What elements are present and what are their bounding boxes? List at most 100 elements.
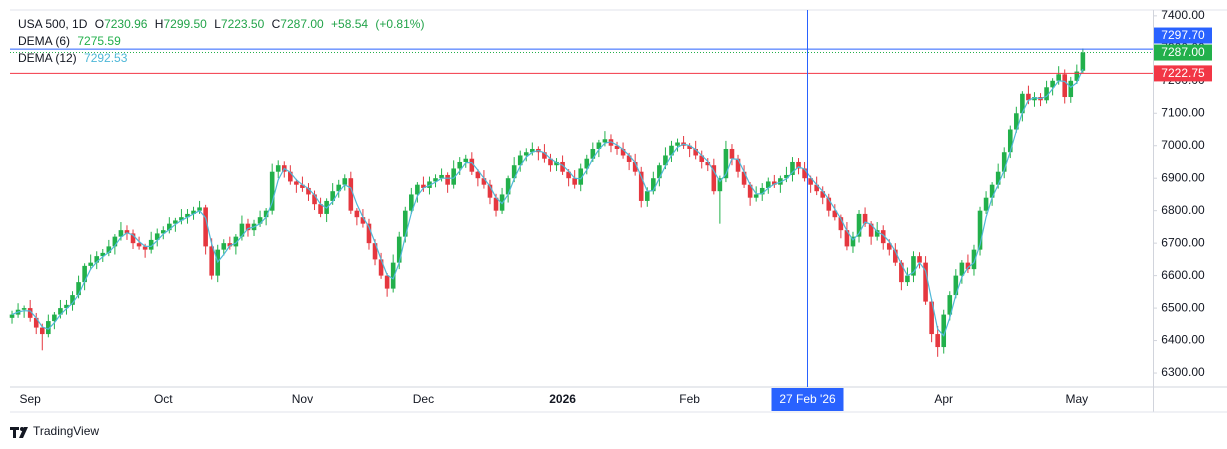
candle-body bbox=[360, 217, 366, 224]
x-tick-label: Oct bbox=[154, 392, 173, 406]
candle-body bbox=[378, 259, 384, 276]
last-price-label: 7287.00 bbox=[1161, 45, 1205, 59]
candle-body bbox=[390, 262, 396, 289]
candle-body bbox=[233, 236, 239, 247]
candle-body bbox=[76, 282, 81, 296]
candle-body bbox=[52, 314, 57, 322]
candle-body bbox=[935, 334, 940, 348]
candle-body bbox=[118, 230, 124, 237]
crosshair-price-box bbox=[1154, 27, 1212, 44]
crosshair-price-label: 7297.70 bbox=[1161, 28, 1205, 42]
candle-body bbox=[9, 314, 15, 318]
candle-body bbox=[657, 165, 662, 179]
candle-body bbox=[899, 262, 904, 283]
candle-body bbox=[911, 256, 916, 276]
candle-body bbox=[965, 262, 971, 270]
y-tick-label: 6500.00 bbox=[1161, 300, 1205, 314]
y-tick-label: 6400.00 bbox=[1161, 333, 1205, 347]
candle-body bbox=[523, 152, 529, 156]
indicator-line bbox=[11, 68, 1084, 337]
candle-body bbox=[923, 262, 928, 302]
y-tick-label: 7400.00 bbox=[1161, 8, 1205, 22]
candle-body bbox=[245, 223, 251, 231]
candle-body bbox=[263, 210, 269, 218]
indicator-name: DEMA (6) bbox=[18, 34, 71, 48]
y-tick-label: 7100.00 bbox=[1161, 105, 1205, 119]
candle-body bbox=[445, 174, 450, 185]
candle-body bbox=[197, 207, 202, 211]
candle-body bbox=[1074, 71, 1080, 81]
candle-body bbox=[868, 223, 874, 237]
candle-body bbox=[306, 187, 311, 195]
crosshair-date: 27 Feb '26 bbox=[779, 392, 836, 406]
candle-body bbox=[832, 210, 838, 218]
candle-body bbox=[578, 168, 584, 185]
candle-body bbox=[644, 191, 650, 201]
candle-body bbox=[675, 142, 680, 146]
candle-body bbox=[415, 184, 420, 195]
candle-body bbox=[493, 197, 499, 211]
candle-body bbox=[372, 243, 378, 260]
candle-body bbox=[384, 275, 390, 289]
x-tick-label: Feb bbox=[679, 392, 700, 406]
candle-body bbox=[439, 174, 444, 179]
candle-body bbox=[929, 301, 934, 335]
candle-body bbox=[741, 171, 747, 185]
candle-body bbox=[838, 217, 844, 231]
candle-body bbox=[221, 243, 227, 250]
candle-body bbox=[88, 262, 93, 266]
candle-body bbox=[784, 174, 789, 179]
candle-body bbox=[288, 171, 293, 182]
candle-body bbox=[1014, 113, 1019, 130]
candle-body bbox=[124, 230, 130, 234]
candle-body bbox=[481, 178, 487, 185]
x-tick-label: Sep bbox=[19, 392, 41, 406]
close-value: 7287.00 bbox=[280, 17, 324, 31]
candle-body bbox=[39, 327, 45, 335]
y-tick-label: 7000.00 bbox=[1161, 138, 1205, 152]
change: +58.54 bbox=[331, 17, 369, 31]
candle-body bbox=[409, 194, 414, 211]
candle-body bbox=[826, 197, 832, 211]
candle-body bbox=[106, 246, 112, 253]
candle-body bbox=[21, 308, 27, 310]
candle-body bbox=[790, 161, 795, 175]
candle-body bbox=[669, 145, 674, 156]
candle-body bbox=[70, 295, 75, 305]
candle-body bbox=[959, 262, 965, 276]
candle-body bbox=[342, 178, 348, 185]
candle-body bbox=[602, 139, 608, 143]
candle-body bbox=[511, 165, 517, 179]
candle-body bbox=[590, 148, 596, 159]
candle-body bbox=[112, 236, 118, 247]
candle-body bbox=[154, 233, 160, 240]
price-line-label: 7222.75 bbox=[1161, 66, 1205, 80]
change-pct: (+0.81%) bbox=[375, 17, 425, 31]
y-tick-label: 6300.00 bbox=[1161, 365, 1205, 379]
candle-body bbox=[312, 194, 317, 205]
candle-body bbox=[560, 161, 565, 172]
high-label: H bbox=[154, 17, 164, 31]
candle-body bbox=[711, 165, 717, 192]
candle-body bbox=[548, 158, 553, 166]
candle-body bbox=[941, 314, 947, 348]
price-line-box bbox=[1154, 65, 1212, 82]
candle-body bbox=[693, 148, 698, 156]
candle-body bbox=[463, 158, 469, 162]
candle-body bbox=[977, 210, 983, 250]
candle-body bbox=[802, 168, 807, 179]
candle-body bbox=[880, 230, 886, 244]
candle-body bbox=[173, 220, 178, 224]
candle-body bbox=[820, 191, 826, 198]
last-price-box bbox=[1154, 44, 1212, 61]
candle-body bbox=[747, 184, 753, 198]
candle-body bbox=[1068, 80, 1074, 98]
candle-body bbox=[505, 178, 511, 195]
candle-body bbox=[46, 321, 51, 335]
candle-body bbox=[1026, 93, 1031, 101]
low-value: 7223.50 bbox=[220, 17, 265, 31]
candle-body bbox=[142, 246, 148, 250]
candle-body bbox=[638, 171, 644, 201]
candle-body bbox=[530, 148, 535, 153]
